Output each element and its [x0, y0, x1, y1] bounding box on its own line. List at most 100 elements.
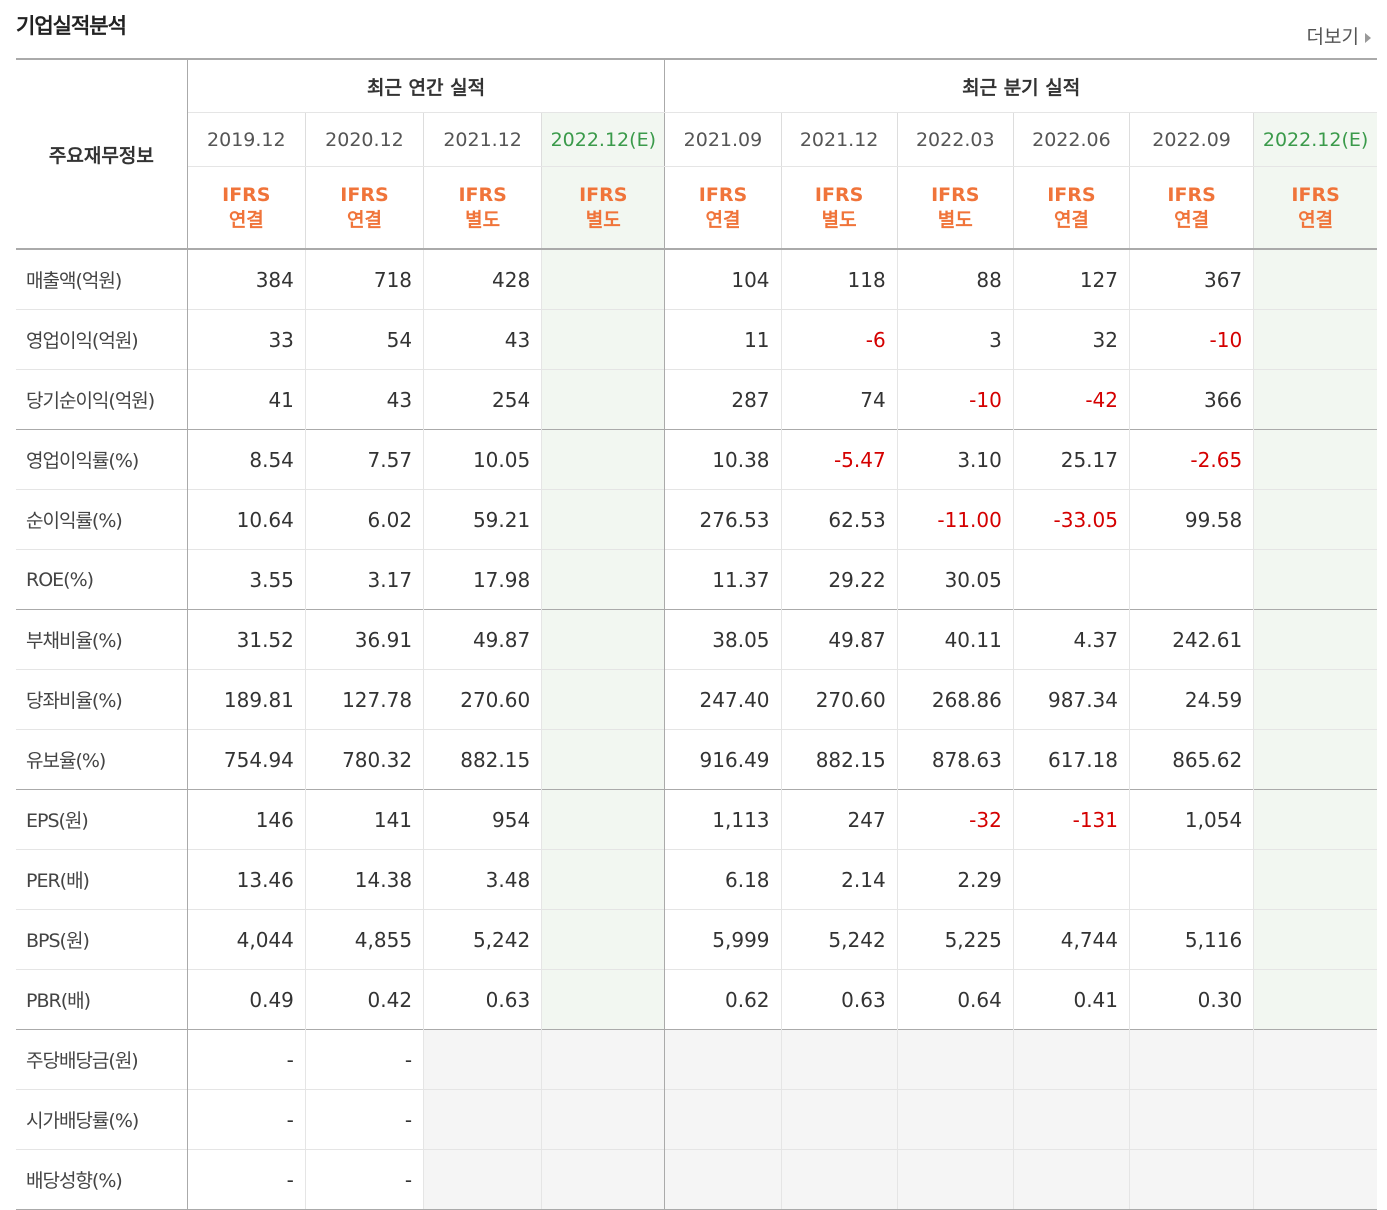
table-row: 시가배당률(%) - - [16, 1089, 1377, 1150]
table-cell [1253, 909, 1377, 970]
table-cell: -5.47 [780, 429, 898, 490]
period-date: 2020.12 [325, 128, 404, 151]
table-cell [1253, 429, 1377, 490]
table-cell [664, 1089, 782, 1150]
table-cell: -10 [896, 369, 1014, 430]
table-cell: 14.38 [304, 849, 424, 910]
table-cell: - [304, 1089, 424, 1150]
period-standard-header: IFRS 연결 [1128, 166, 1254, 249]
table-cell [1253, 1089, 1377, 1150]
table-cell [896, 1029, 1014, 1090]
table-cell [1012, 1029, 1130, 1090]
table-cell: 29.22 [780, 549, 898, 610]
table-cell [1128, 1089, 1254, 1150]
table-cell: 3.55 [186, 549, 306, 610]
table-cell [541, 429, 665, 490]
table-cell: -42 [1012, 369, 1130, 430]
table-row: 당기순이익(억원) 41 43 254 287 74 -10 -42 366 [16, 369, 1377, 430]
table-cell [541, 669, 665, 730]
table-cell: 428 [423, 248, 542, 310]
period-date: 2022.12 [550, 128, 630, 151]
consolidation-label: 별도 [585, 208, 621, 231]
table-cell: 41 [186, 369, 306, 430]
table-cell [1253, 849, 1377, 910]
more-link[interactable]: 더보기 [1307, 22, 1371, 49]
table-cell: 30.05 [896, 549, 1014, 610]
table-cell [541, 549, 665, 610]
table-row: EPS(원) 146 141 954 1,113 247 -32 -131 1,054 [16, 789, 1377, 850]
table-cell: 0.64 [896, 969, 1014, 1030]
table-cell: 99.58 [1128, 489, 1254, 550]
estimate-marker: (E) [1341, 128, 1369, 151]
table-cell [1253, 1149, 1377, 1210]
period-date-header: 2020.12 [304, 112, 424, 167]
consolidation-label: 연결 [1174, 208, 1210, 231]
table-cell: 6.02 [304, 489, 424, 550]
row-label: BPS(원) [16, 909, 188, 970]
row-label: PER(배) [16, 849, 188, 910]
ifrs-label: IFRS [1047, 183, 1096, 206]
row-label: ROE(%) [16, 549, 188, 610]
table-cell: 5,242 [423, 909, 542, 970]
table-cell: 5,225 [896, 909, 1014, 970]
table-cell: 36.91 [304, 609, 424, 670]
table-cell [1253, 969, 1377, 1030]
table-cell: 6.18 [664, 849, 782, 910]
estimate-marker: (E) [629, 128, 656, 151]
ifrs-label: IFRS [698, 183, 748, 206]
table-cell: 43 [304, 369, 424, 430]
consolidation-label: 연결 [228, 208, 264, 231]
more-label: 더보기 [1306, 26, 1359, 48]
table-cell: 2.29 [896, 849, 1014, 910]
table-cell: 247 [780, 789, 898, 850]
table-cell: 38.05 [664, 609, 782, 670]
table-cell [1012, 1149, 1130, 1210]
table-cell [1128, 849, 1254, 910]
consolidation-label: 별도 [821, 208, 857, 231]
period-standard-header: IFRS 연결 [664, 166, 782, 249]
table-cell: 0.30 [1128, 969, 1254, 1030]
table-row: 당좌비율(%) 189.81 127.78 270.60 247.40 270.60 268… [16, 669, 1377, 730]
table-cell [1253, 369, 1377, 430]
table-row: ROE(%) 3.55 3.17 17.98 11.37 29.22 30.05 [16, 549, 1377, 610]
table-cell: 118 [780, 248, 898, 310]
table-cell: 40.11 [896, 609, 1014, 670]
table-cell: 11.37 [664, 549, 782, 610]
consolidation-label: 연결 [705, 208, 741, 231]
table-cell: -6 [780, 309, 898, 370]
table-cell [541, 849, 665, 910]
table-cell: 276.53 [664, 489, 782, 550]
period-date-header: 2021.12 [780, 112, 898, 167]
period-date: 2022.03 [915, 128, 995, 151]
table-cell: 0.62 [664, 969, 782, 1030]
table-cell: 127.78 [304, 669, 424, 730]
row-label: 영업이익(억원) [16, 309, 188, 370]
table-cell [1253, 489, 1377, 550]
period-date-header: 2022.06 [1012, 112, 1130, 167]
table-cell: 0.41 [1012, 969, 1130, 1030]
quarter-group-header: 최근 분기 실적 [664, 59, 1377, 113]
table-row: 주당배당금(원) - - [16, 1029, 1377, 1090]
table-cell [541, 1089, 665, 1150]
ifrs-label: IFRS [1167, 183, 1216, 206]
table-cell [541, 909, 665, 970]
period-date-header: 2021.09 [664, 112, 782, 167]
table-row: PBR(배) 0.49 0.42 0.63 0.62 0.63 0.64 0.41 0.30 [16, 969, 1377, 1030]
row-label: 유보율(%) [16, 729, 188, 790]
table-cell: 954 [423, 789, 542, 850]
table-cell [541, 1029, 665, 1090]
table-cell [541, 969, 665, 1030]
table-cell: 127 [1012, 248, 1130, 310]
table-cell: 367 [1128, 248, 1254, 310]
row-label: 배당성향(%) [16, 1149, 188, 1210]
ifrs-label: IFRS [579, 183, 628, 206]
row-label: 당좌비율(%) [16, 669, 188, 730]
table-cell: 718 [304, 248, 424, 310]
ifrs-label: IFRS [931, 183, 980, 206]
table-cell: 3.48 [423, 849, 542, 910]
table-cell: 3.17 [304, 549, 424, 610]
table-row: BPS(원) 4,044 4,855 5,242 5,999 5,242 5,225 4,74… [16, 909, 1377, 970]
table-cell: - [304, 1149, 424, 1210]
table-cell: 13.46 [186, 849, 306, 910]
table-cell: 254 [423, 369, 542, 430]
